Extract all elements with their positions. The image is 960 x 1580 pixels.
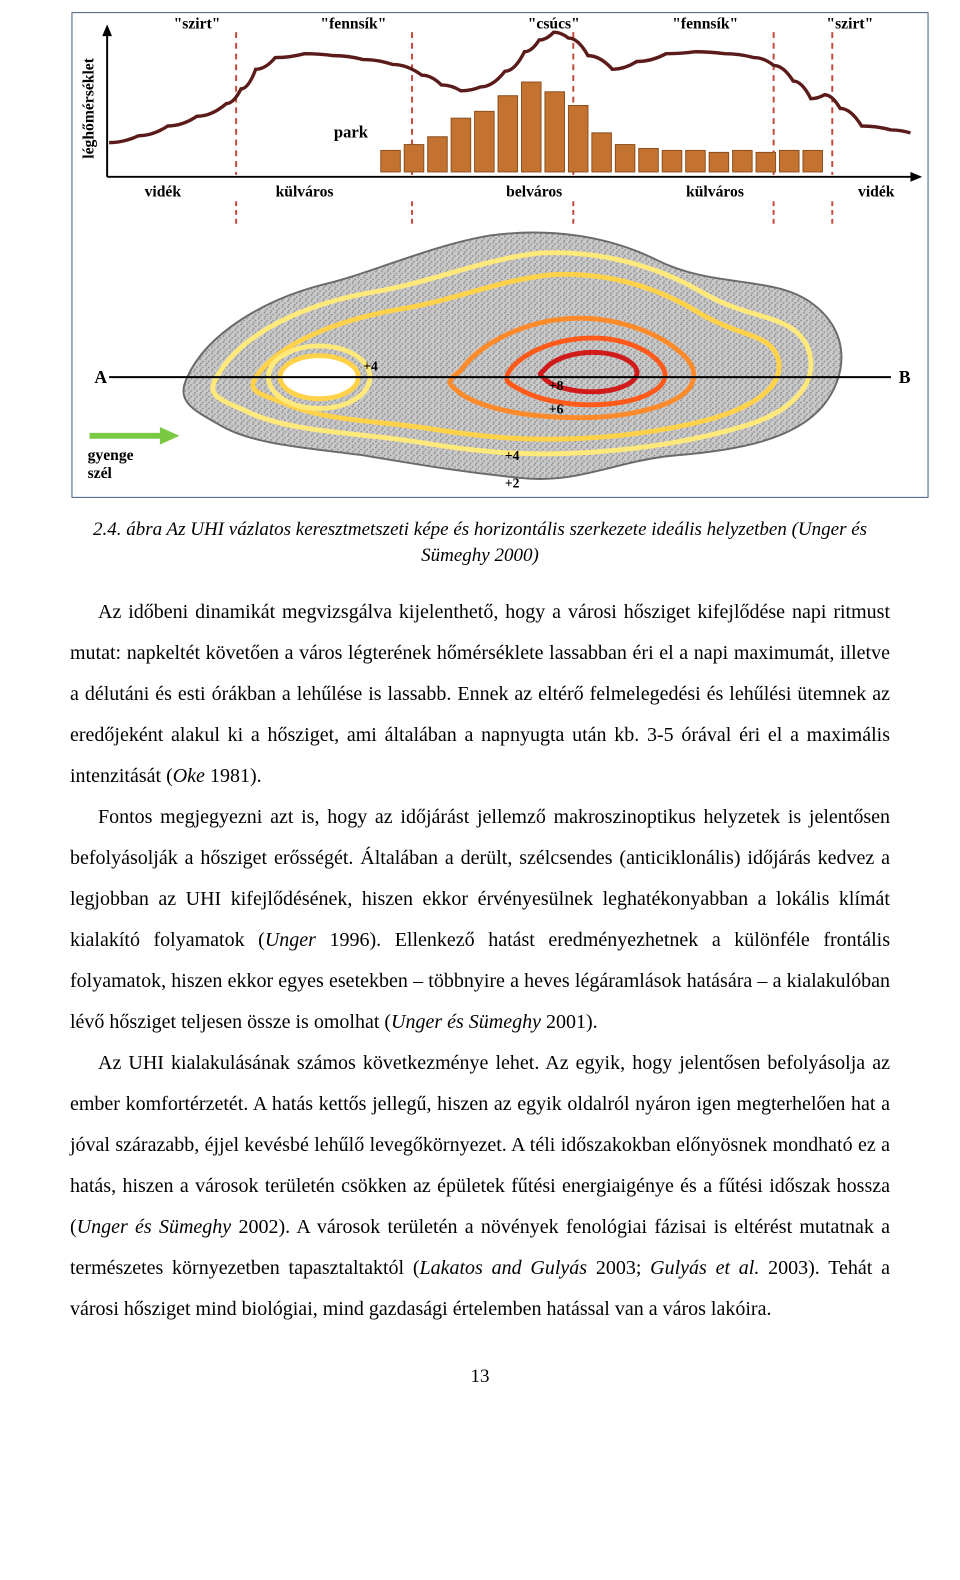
xlabel-videk1: vidék bbox=[145, 183, 182, 200]
density-bar bbox=[780, 150, 800, 172]
label-park: park bbox=[334, 123, 369, 142]
p1-tail: 1981). bbox=[205, 765, 262, 787]
wind-arrow-head bbox=[160, 427, 180, 445]
density-bar bbox=[756, 152, 776, 172]
label-c4a: +4 bbox=[363, 358, 378, 373]
xlabel-kulvaros2: külváros bbox=[686, 183, 744, 200]
p3-main: Az UHI kialakulásának számos következmén… bbox=[70, 1052, 890, 1238]
xlabel-belvaros: belváros bbox=[506, 183, 562, 200]
yaxis-label: léghőmérséklet bbox=[80, 57, 97, 158]
label-c6: +6 bbox=[549, 401, 564, 416]
caption-text: 2.4. ábra Az UHI vázlatos keresztmetszet… bbox=[93, 519, 867, 566]
density-bar bbox=[522, 82, 542, 172]
p2-ref2: Unger és Sümeghy bbox=[391, 1011, 541, 1033]
p1-main: Az időbeni dinamikát megvizsgálva kijele… bbox=[70, 601, 890, 787]
p3-ref3: Gulyás et al. bbox=[650, 1257, 759, 1279]
paragraph-2: Fontos megjegyezni azt is, hogy az időjá… bbox=[70, 797, 890, 1043]
label-fennsik2: "fennsík" bbox=[672, 15, 738, 32]
figure-caption: 2.4. ábra Az UHI vázlatos keresztmetszet… bbox=[70, 517, 890, 568]
label-B: B bbox=[899, 367, 911, 387]
label-wind1: gyenge bbox=[88, 447, 134, 464]
body-text: Az időbeni dinamikát megvizsgálva kijele… bbox=[70, 592, 890, 1330]
density-bar bbox=[639, 148, 659, 171]
uhi-figure: léghőmérséklet "szirt" "fennsík" "csúcs"… bbox=[70, 0, 930, 505]
figure-svg: léghőmérséklet "szirt" "fennsík" "csúcs"… bbox=[70, 10, 930, 500]
xlabel-kulvaros1: külváros bbox=[276, 183, 334, 200]
p2-ref1: Unger bbox=[265, 929, 316, 951]
p2-tail: 2001). bbox=[541, 1011, 598, 1033]
density-bar bbox=[381, 150, 401, 172]
density-bar bbox=[662, 150, 682, 172]
page-number: 13 bbox=[70, 1366, 890, 1388]
p3-mid2: 2003; bbox=[587, 1257, 650, 1279]
label-c8: +8 bbox=[549, 378, 564, 393]
density-bar bbox=[475, 111, 495, 172]
label-wind2: szél bbox=[88, 465, 113, 482]
paragraph-3: Az UHI kialakulásának számos következmén… bbox=[70, 1043, 890, 1330]
p3-ref1: Unger és Sümeghy bbox=[77, 1216, 232, 1238]
xaxis-arrowhead bbox=[910, 172, 922, 182]
density-bar bbox=[803, 150, 823, 172]
label-fennsik1: "fennsík" bbox=[320, 15, 386, 32]
paragraph-1: Az időbeni dinamikát megvizsgálva kijele… bbox=[70, 592, 890, 797]
xlabel-videk2: vidék bbox=[858, 183, 895, 200]
density-bar bbox=[686, 150, 706, 172]
label-csucs: "csúcs" bbox=[528, 15, 580, 32]
density-bar bbox=[709, 152, 729, 172]
density-bar bbox=[592, 133, 612, 172]
label-A: A bbox=[94, 367, 107, 387]
density-bar bbox=[428, 137, 448, 172]
label-c2: +2 bbox=[505, 476, 520, 491]
density-bar bbox=[733, 150, 753, 172]
density-bar bbox=[568, 105, 588, 171]
p1-ref: Oke bbox=[173, 765, 205, 787]
p3-ref2: Lakatos and Gulyás bbox=[420, 1257, 588, 1279]
density-bar bbox=[545, 92, 565, 172]
label-c4b: +4 bbox=[505, 448, 520, 463]
label-szirt1: "szirt" bbox=[174, 15, 221, 32]
yaxis-arrowhead bbox=[102, 24, 112, 36]
density-bar bbox=[498, 96, 518, 172]
density-bar bbox=[451, 118, 471, 172]
label-szirt2: "szirt" bbox=[826, 15, 873, 32]
density-bar bbox=[404, 145, 424, 172]
density-bar bbox=[615, 145, 635, 172]
